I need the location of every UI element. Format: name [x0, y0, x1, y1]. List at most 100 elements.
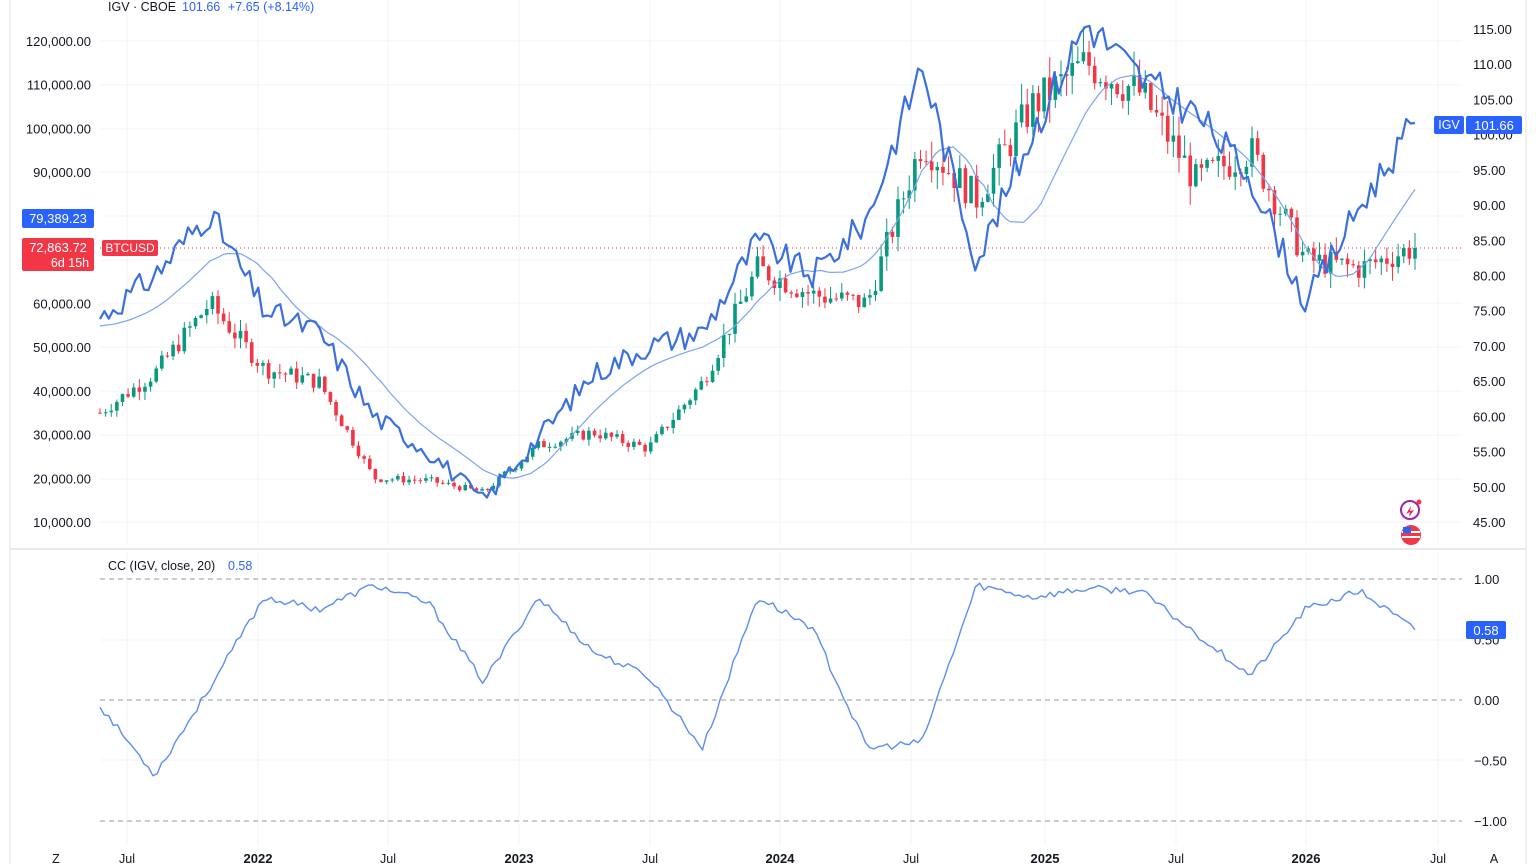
candle-body — [278, 372, 282, 374]
candle-body — [339, 415, 344, 427]
time-axis-label: Jul — [1430, 852, 1446, 864]
candle-body — [677, 409, 681, 420]
time-axis[interactable]: Z Jul 2022 Jul 2023 Jul 2024 Jul 2025 Jul 2026 Jul A — [52, 851, 1499, 864]
candle-body — [148, 381, 153, 387]
right-price-axis[interactable]: 115.00110.00105.00100.0095.0090.0085.008… — [1473, 22, 1513, 530]
candle-body — [210, 296, 215, 309]
candle-body — [480, 488, 484, 491]
left-axis-tick: 20,000.00 — [33, 471, 91, 486]
candle-body — [879, 256, 883, 291]
cc-value-axis[interactable]: 1.000.500.00−0.50−1.00 — [1474, 572, 1507, 829]
candle-body — [131, 387, 136, 397]
right-axis-tick: 70.00 — [1473, 339, 1506, 354]
candle-body — [1413, 247, 1417, 259]
right-axis-tick: 65.00 — [1473, 374, 1506, 389]
candle-body — [744, 296, 749, 302]
cc-indicator-line[interactable] — [99, 582, 1416, 777]
candle-body — [1104, 82, 1108, 89]
candle-body — [1115, 84, 1119, 95]
right-axis-tick: 95.00 — [1473, 163, 1506, 178]
candle-body — [1076, 61, 1080, 64]
candle-body — [974, 175, 979, 208]
candle-body — [176, 344, 181, 352]
candle-body — [188, 326, 192, 328]
candle-body — [958, 168, 962, 188]
time-axis-label: Jul — [642, 852, 658, 864]
right-axis-tick: 105.00 — [1473, 92, 1513, 107]
candle-body — [379, 479, 383, 482]
candle-body — [1227, 166, 1232, 177]
left-axis-tick: 110,000.00 — [27, 78, 91, 93]
cc-axis-tick: −1.00 — [1474, 814, 1507, 829]
candle-body — [862, 297, 867, 308]
ai-sparkle-icon[interactable] — [1400, 499, 1422, 520]
candle-body — [823, 296, 827, 303]
candle-body — [367, 458, 372, 470]
candle-body — [384, 480, 389, 482]
candle-body — [682, 404, 687, 410]
candle-body — [204, 308, 209, 316]
candle-body — [1165, 115, 1170, 142]
candle-body — [418, 480, 423, 482]
candle-body — [1250, 138, 1254, 167]
btc-last-value: 72,863.72 — [29, 240, 87, 255]
candle-body — [750, 276, 754, 297]
cc-value-label: 0.58 — [1466, 621, 1506, 639]
candle-body — [519, 462, 524, 469]
candle-body — [699, 381, 704, 390]
candle-body — [401, 476, 406, 483]
candle-body — [463, 484, 468, 491]
candle-body — [508, 470, 513, 472]
candle-body — [238, 330, 243, 339]
right-axis-tick: 55.00 — [1473, 445, 1506, 460]
candle-body — [1120, 94, 1125, 101]
candle-body — [266, 363, 271, 379]
candle-body — [137, 387, 142, 392]
right-axis-tick: 85.00 — [1473, 233, 1506, 248]
right-axis-tick: 80.00 — [1473, 269, 1506, 284]
us-flag-icon[interactable] — [1401, 525, 1421, 545]
left-axis-tick: 50,000.00 — [33, 340, 91, 355]
candle-body — [592, 430, 597, 436]
candle-body — [1002, 144, 1007, 146]
right-axis-tick: 90.00 — [1473, 198, 1506, 213]
candle-body — [306, 373, 310, 376]
candle-body — [733, 303, 737, 334]
candle-body — [553, 446, 557, 448]
btc-candles[interactable] — [98, 26, 1417, 493]
candle-body — [868, 295, 872, 298]
candle-body — [654, 434, 659, 443]
candle-body — [1087, 52, 1091, 66]
candle-body — [109, 410, 114, 413]
time-axis-label: Z — [52, 852, 60, 864]
candle-body — [710, 370, 715, 382]
time-axis-label: 2026 — [1292, 851, 1321, 864]
btc-countdown: 6d 15h — [51, 256, 89, 270]
right-axis-tick: 110.00 — [1473, 57, 1512, 72]
candle-body — [536, 441, 541, 448]
candle-body — [1008, 145, 1013, 157]
candle-body — [901, 198, 906, 200]
candle-body — [755, 256, 760, 277]
candle-body — [1149, 83, 1153, 110]
candle-body — [474, 488, 479, 491]
candle-body — [1267, 188, 1271, 191]
cc-value-text: 0.58 — [1473, 623, 1498, 638]
candle-body — [1312, 248, 1316, 261]
candle-body — [1340, 258, 1344, 260]
left-axis-tick: 90,000.00 — [33, 165, 91, 180]
candle-body — [446, 482, 451, 484]
igv-line-series[interactable] — [99, 24, 1416, 499]
candle-body — [615, 434, 619, 437]
candle-body — [890, 231, 895, 237]
left-price-axis[interactable]: 120,000.00 110,000.00 100,000.00 90,000.00 6… — [26, 34, 91, 530]
candle-body — [1216, 156, 1221, 161]
candle-body — [115, 401, 119, 411]
main-legend[interactable]: IGV · CBOE 101.66 +7.65 (+8.14%) — [108, 0, 314, 14]
time-axis-label: Jul — [119, 852, 135, 864]
candle-body — [1126, 85, 1131, 101]
candle-body — [311, 373, 316, 388]
indicator-legend[interactable]: CC (IGV, close, 20) 0.58 — [108, 559, 252, 573]
candle-body — [120, 394, 125, 402]
